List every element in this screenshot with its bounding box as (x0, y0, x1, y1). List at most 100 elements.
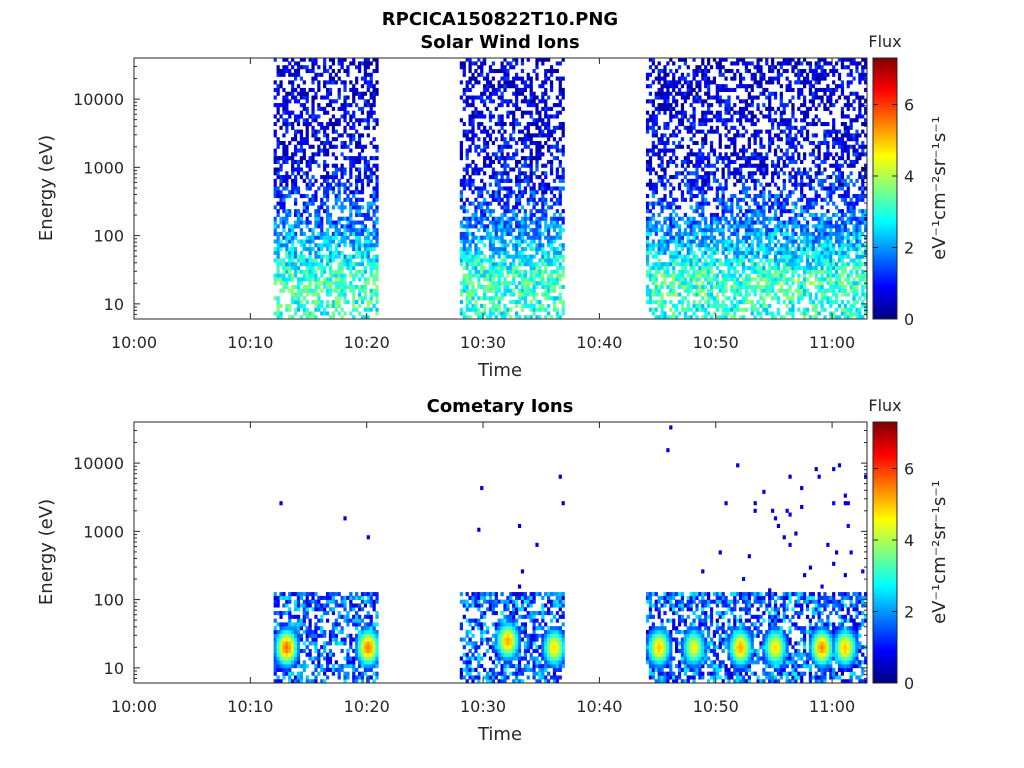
heatmap-cell (712, 148, 717, 153)
heatmap-cell (293, 197, 298, 202)
heatmap-cell (299, 148, 304, 153)
heatmap-cell (759, 205, 763, 210)
heatmap-cell (343, 231, 347, 236)
heatmap-cell (645, 148, 650, 153)
heatmap-cell (343, 114, 347, 119)
heatmap-cell (727, 258, 731, 263)
heatmap-cell (372, 156, 376, 161)
heatmap-cell (672, 197, 676, 202)
heatmap-cell (346, 144, 350, 149)
heatmap-cell (654, 122, 658, 127)
heatmap-cell (480, 220, 484, 225)
heatmap-cell (334, 122, 338, 127)
heatmap-cell (750, 61, 754, 66)
heatmap-cell (756, 61, 760, 66)
heatmap-cell (506, 281, 510, 286)
heatmap-cell (773, 201, 778, 206)
heatmap-cell (282, 216, 286, 221)
heatmap-cell (741, 125, 746, 130)
heatmap-cell (747, 159, 751, 164)
heatmap-cell (355, 129, 359, 134)
heatmap-cell (299, 315, 304, 320)
heatmap-cell (651, 122, 655, 127)
heatmap-cell (331, 68, 335, 74)
heatmap-cell (372, 190, 376, 195)
heatmap-cell (686, 84, 690, 89)
heatmap-cell (282, 228, 286, 233)
heatmap-cell (535, 228, 539, 233)
heatmap-cell (750, 303, 754, 308)
heatmap-cell (654, 129, 658, 134)
heatmap-cell (741, 190, 746, 195)
heatmap-cell (529, 281, 533, 286)
heatmap-cell (788, 156, 792, 161)
heatmap-cell (666, 228, 670, 233)
heatmap-cell (669, 114, 673, 119)
heatmap-cell (733, 247, 737, 252)
heatmap-cell (343, 300, 347, 305)
heatmap-cell (689, 273, 693, 278)
heatmap-cell (305, 163, 309, 168)
heatmap-cell (785, 262, 789, 267)
heatmap-cell (747, 247, 751, 252)
heatmap-cell (503, 288, 507, 293)
heatmap-cell (517, 171, 522, 176)
heatmap-cell (555, 76, 559, 81)
heatmap-cell (468, 296, 472, 301)
heatmap-cell (520, 231, 525, 236)
heatmap-cell (535, 231, 539, 236)
heatmap-cell (355, 190, 359, 195)
heatmap-cell (276, 193, 280, 199)
heatmap-cell (503, 99, 507, 104)
heatmap-cell (523, 220, 527, 225)
heatmap-cell (375, 144, 379, 149)
heatmap-cell (488, 231, 493, 236)
heatmap-cell (547, 186, 551, 191)
heatmap-cell (465, 296, 469, 301)
heatmap-cell (517, 91, 522, 96)
heatmap-cell (709, 277, 714, 282)
heatmap-cell (689, 243, 693, 248)
heatmap-cell (648, 269, 653, 274)
heatmap-cell (727, 144, 731, 149)
heatmap-cell (762, 224, 766, 229)
heatmap-cell (483, 273, 487, 278)
heatmap-cell (660, 209, 664, 214)
heatmap-cell (293, 137, 298, 142)
heatmap-cell (794, 262, 798, 267)
heatmap-cell (317, 114, 321, 119)
heatmap-cell (477, 235, 481, 240)
heatmap-cell (276, 273, 280, 278)
heatmap-cell (782, 277, 786, 282)
heatmap-cell (273, 205, 277, 210)
heatmap-cell (520, 239, 525, 244)
heatmap-cell (328, 292, 333, 297)
heatmap-cell (282, 197, 286, 202)
heatmap-cell (675, 212, 679, 218)
heatmap-cell (503, 159, 507, 164)
heatmap-cell (363, 144, 367, 149)
heatmap-cell (471, 140, 475, 146)
heatmap-cell (308, 262, 312, 267)
heatmap-cell (459, 281, 463, 286)
heatmap-cell (532, 91, 536, 96)
heatmap-cell (355, 167, 359, 172)
heatmap-cell (675, 163, 679, 168)
heatmap-cell (683, 269, 687, 274)
heatmap-cell (739, 163, 743, 168)
heatmap-cell (756, 231, 760, 236)
heatmap-cell (669, 212, 673, 218)
heatmap-cell (509, 239, 513, 244)
heatmap-cell (768, 231, 772, 236)
heatmap-cell (549, 296, 554, 301)
heatmap-cell (529, 273, 533, 278)
heatmap-cell (794, 61, 798, 66)
heatmap-cell (355, 209, 359, 214)
heatmap-cell (340, 80, 344, 85)
heatmap-cell (363, 163, 367, 168)
heatmap-cell (305, 258, 309, 263)
heatmap-cell (747, 175, 751, 180)
heatmap-cell (331, 303, 335, 308)
heatmap-cell (355, 76, 359, 81)
heatmap-cell (791, 159, 795, 164)
